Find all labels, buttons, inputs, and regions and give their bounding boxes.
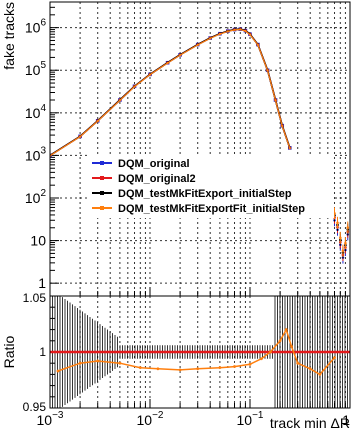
y-tick-label: 106 [25, 18, 47, 36]
legend-label: DQM_original [118, 158, 190, 170]
series-marker [196, 43, 199, 46]
ratio-series-marker [96, 359, 100, 363]
series-DQM_testMkFitExportFit_initialStep [50, 28, 350, 257]
ratio-series-marker [308, 367, 312, 371]
series-marker [218, 32, 221, 35]
series-marker [344, 241, 347, 245]
ratio-series-marker [259, 357, 263, 361]
y-tick-label: 104 [25, 103, 47, 121]
legend-marker [100, 176, 104, 180]
legend-label: DQM_testMkFitExportFit_initialStep [118, 203, 305, 215]
series-marker [166, 62, 169, 65]
series-DQM_original2 [50, 27, 350, 261]
ratio-series-marker [248, 362, 252, 366]
series-marker [339, 236, 342, 240]
series-marker [226, 30, 229, 33]
y-tick-label: 102 [25, 188, 47, 206]
series-marker [256, 43, 259, 46]
legend-box [88, 154, 334, 218]
legend-label: DQM_testMkFitExport_initialStep [118, 188, 292, 200]
series-line [50, 28, 291, 157]
series-marker [274, 99, 277, 102]
main-frame [49, 1, 351, 297]
legend-entry: DQM_original2 [92, 173, 196, 185]
series-marker [96, 120, 99, 123]
ratio-series-marker [296, 361, 300, 365]
series-marker [209, 37, 212, 40]
y-tick-labels: 1 10 102 103 104 105 106 [25, 18, 47, 292]
y-tick-label: 10 [30, 233, 46, 249]
ratio-y-tick-label: 0.95 [23, 400, 47, 414]
ratio-series-marker [218, 366, 222, 370]
ratio-series-marker [178, 368, 182, 372]
ratio-series-marker [333, 356, 336, 359]
ratio-series-marker [278, 339, 282, 343]
y-tick-label: 1 [38, 275, 46, 291]
x-tick-label: 10−3 [37, 410, 64, 428]
series-marker [179, 54, 182, 57]
legend-entry: DQM_testMkFitExport_initialStep [92, 188, 292, 200]
legend: DQM_original DQM_original2 DQM_testMkFitEx… [88, 154, 334, 218]
x-axis-label: track min ΔR [270, 415, 350, 431]
y-axis-label: fake tracks [1, 2, 17, 70]
ratio-series-line [57, 327, 336, 376]
x-tick-label: 10−2 [137, 410, 164, 428]
ratio-series-marker [156, 367, 160, 371]
ratio-frame [49, 295, 351, 409]
x-tick-label: 1 [342, 412, 350, 428]
series-marker [133, 85, 136, 88]
ratio-axis-label: Ratio [1, 335, 17, 368]
ratio-series-marker [318, 373, 322, 376]
ratio-series-marker [233, 365, 236, 368]
ratio-series-marker [196, 367, 200, 371]
x-tick-label: 10−1 [237, 410, 264, 428]
legend-marker [100, 161, 104, 165]
series-marker [118, 99, 121, 102]
ratio-series-marker [56, 369, 60, 373]
series-marker [266, 69, 269, 72]
series-DQM_original [50, 27, 350, 264]
ratio-series-marker [290, 345, 293, 348]
ratio-y-tick-labels: 0.95 1 1.05 [23, 291, 47, 414]
main-plot-panel: 1 10 102 103 104 105 106 fake tracks [1, 1, 351, 297]
series-marker [281, 124, 284, 127]
series-marker [244, 29, 247, 32]
main-curves [50, 27, 350, 264]
legend-label: DQM_original2 [118, 173, 196, 185]
x-tick-labels: 10−3 10−2 10−1 1 [37, 410, 351, 428]
series-line [50, 28, 291, 157]
legend-entry: DQM_testMkFitExportFit_initialStep [92, 203, 305, 215]
ratio-series-marker [269, 350, 272, 354]
series-marker [341, 249, 345, 252]
y-tick-label: 103 [25, 145, 47, 163]
ratio-series-marker [138, 366, 142, 370]
ratio-y-tick-label: 1.05 [23, 291, 47, 305]
series-marker [239, 28, 242, 31]
ratio-y-tick-label: 1 [39, 345, 46, 359]
main-axis-ticks [49, 1, 351, 296]
main-grid [50, 2, 350, 296]
legend-entry: DQM_original [92, 158, 190, 170]
series-marker [336, 221, 339, 225]
ratio-series-marker [118, 361, 122, 365]
series-marker [79, 135, 82, 138]
series-marker [149, 73, 151, 76]
legend-marker [100, 191, 104, 195]
series-marker [233, 28, 236, 31]
ratio-plot-panel: 0.95 1 1.05 Ratio [1, 291, 351, 414]
series-line [50, 28, 291, 157]
series-DQM_testMkFitExport_initialStep [50, 28, 350, 259]
ratio-curves [50, 296, 350, 408]
ratio-series-marker [78, 361, 82, 365]
legend-marker [100, 206, 104, 210]
series-marker [346, 226, 350, 229]
series-marker [249, 33, 251, 36]
series-line [50, 28, 291, 157]
series-marker [288, 147, 291, 150]
ratio-series-marker [284, 328, 288, 331]
y-tick-label: 105 [25, 60, 47, 78]
